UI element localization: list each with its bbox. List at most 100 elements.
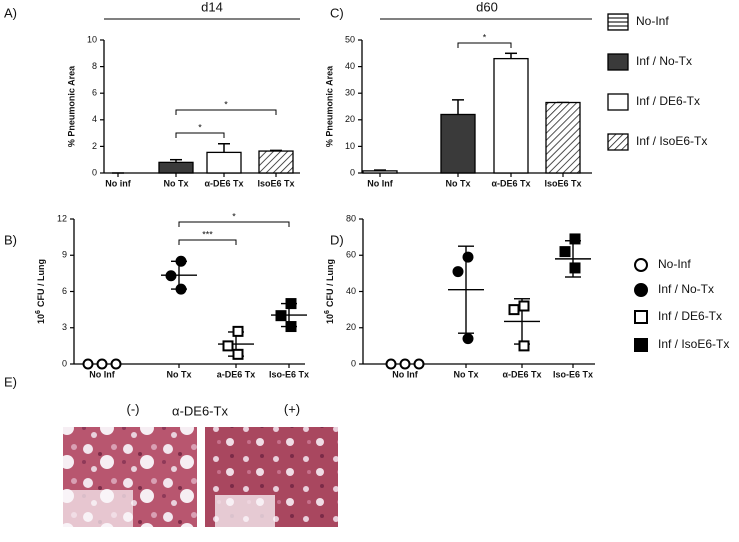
y-tick-label: 30 [345, 88, 355, 98]
caption: (-) [127, 401, 140, 416]
x-tick-label: No Inf [392, 369, 418, 379]
x-tick-label: α-DE6 Tx [204, 178, 243, 188]
x-tick-label: No Tx [445, 178, 470, 188]
y-label-unit: CFU / Lung [325, 259, 335, 307]
significance-bracket [175, 109, 277, 115]
y-axis-label: 106 CFU / Lung [324, 259, 336, 324]
bar [158, 161, 194, 174]
bar [493, 57, 529, 174]
point [452, 266, 464, 278]
x-tick-label: No inf [105, 178, 131, 188]
caption: (+) [284, 401, 300, 416]
x-tick-label: IsoE6 Tx [257, 178, 294, 188]
panel-label: B) [4, 232, 17, 247]
legend-label: No-Inf [658, 257, 691, 271]
legend-marker [634, 310, 648, 324]
legend-swatch [607, 93, 629, 111]
point [413, 358, 425, 370]
y-label-base: 10 [36, 314, 46, 324]
y-tick-label: 12 [57, 213, 67, 223]
point [399, 358, 411, 370]
legend-swatch [607, 13, 629, 31]
y-tick-label: 40 [345, 61, 355, 71]
y-tick-label: 2 [92, 141, 97, 151]
point [518, 340, 530, 352]
y-tick-label: 50 [345, 34, 355, 44]
y-tick-label: 0 [62, 358, 67, 368]
micrograph-space [63, 490, 133, 527]
significance-bracket [175, 132, 225, 138]
y-tick-label: 4 [92, 114, 97, 124]
panel-label: D) [330, 232, 344, 247]
y-axis-label: 106 CFU / Lung [35, 259, 47, 324]
y-tick-label: 20 [345, 114, 355, 124]
legend-label: Inf / DE6-Tx [636, 94, 700, 108]
legend-marker [634, 258, 648, 272]
y-tick-label: 3 [62, 322, 67, 332]
y-tick-label: 0 [351, 358, 356, 368]
point [569, 233, 581, 245]
significance-bracket [457, 42, 512, 48]
significance-label: * [232, 211, 236, 221]
bar [545, 101, 581, 174]
point [175, 283, 187, 295]
significance-bracket [178, 221, 290, 227]
panel-label: E) [4, 374, 17, 389]
point [518, 300, 530, 312]
y-label-exponent: 6 [324, 310, 331, 314]
y-tick-label: 0 [92, 167, 97, 177]
point [222, 340, 234, 352]
point [165, 270, 177, 282]
panel-label: A) [4, 5, 17, 20]
bar [362, 170, 398, 174]
point [285, 298, 297, 310]
micrograph-space [215, 495, 275, 527]
point [385, 358, 397, 370]
legend-label: Inf / IsoE6-Tx [636, 134, 707, 148]
legend-label: Inf / IsoE6-Tx [658, 337, 729, 351]
legend-label: Inf / DE6-Tx [658, 309, 722, 323]
bar [258, 150, 294, 174]
x-tick-label: α-DE6 Tx [502, 369, 541, 379]
significance-label: * [224, 99, 228, 109]
x-tick-label: Iso-E6 Tx [553, 369, 593, 379]
significance-label: *** [202, 229, 213, 239]
y-tick-label: 0 [350, 167, 355, 177]
x-tick-label: No Inf [89, 369, 115, 379]
y-axis-label: % Pneumonic Area [324, 65, 334, 147]
y-tick-label: 9 [62, 250, 67, 260]
caption: α-DE6-Tx [172, 403, 228, 418]
point [232, 325, 244, 337]
x-tick-label: α-DE6 Tx [491, 178, 530, 188]
point [462, 333, 474, 345]
point [82, 358, 94, 370]
significance-bracket [178, 239, 237, 245]
y-tick-label: 6 [62, 286, 67, 296]
point [175, 255, 187, 267]
y-tick-label: 80 [346, 213, 356, 223]
legend-swatch [607, 53, 629, 71]
y-tick-label: 60 [346, 250, 356, 260]
y-tick-label: 10 [345, 141, 355, 151]
y-label-exponent: 6 [35, 310, 42, 314]
significance-label: * [198, 122, 202, 132]
point [110, 358, 122, 370]
bar [206, 151, 242, 174]
legend-marker [634, 338, 648, 352]
bar [440, 113, 476, 174]
point [285, 321, 297, 333]
y-axis-label: % Pneumonic Area [66, 65, 76, 147]
y-tick-label: 40 [346, 286, 356, 296]
legend-label: Inf / No-Tx [658, 282, 714, 296]
chart-title: d14 [201, 0, 223, 14]
x-tick-label: No Inf [367, 178, 393, 188]
y-tick-label: 10 [87, 34, 97, 44]
legend-label: Inf / No-Tx [636, 54, 692, 68]
point [569, 262, 581, 274]
point [232, 348, 244, 360]
significance-label: * [483, 32, 487, 42]
legend-swatch [607, 133, 629, 151]
y-tick-label: 8 [92, 61, 97, 71]
